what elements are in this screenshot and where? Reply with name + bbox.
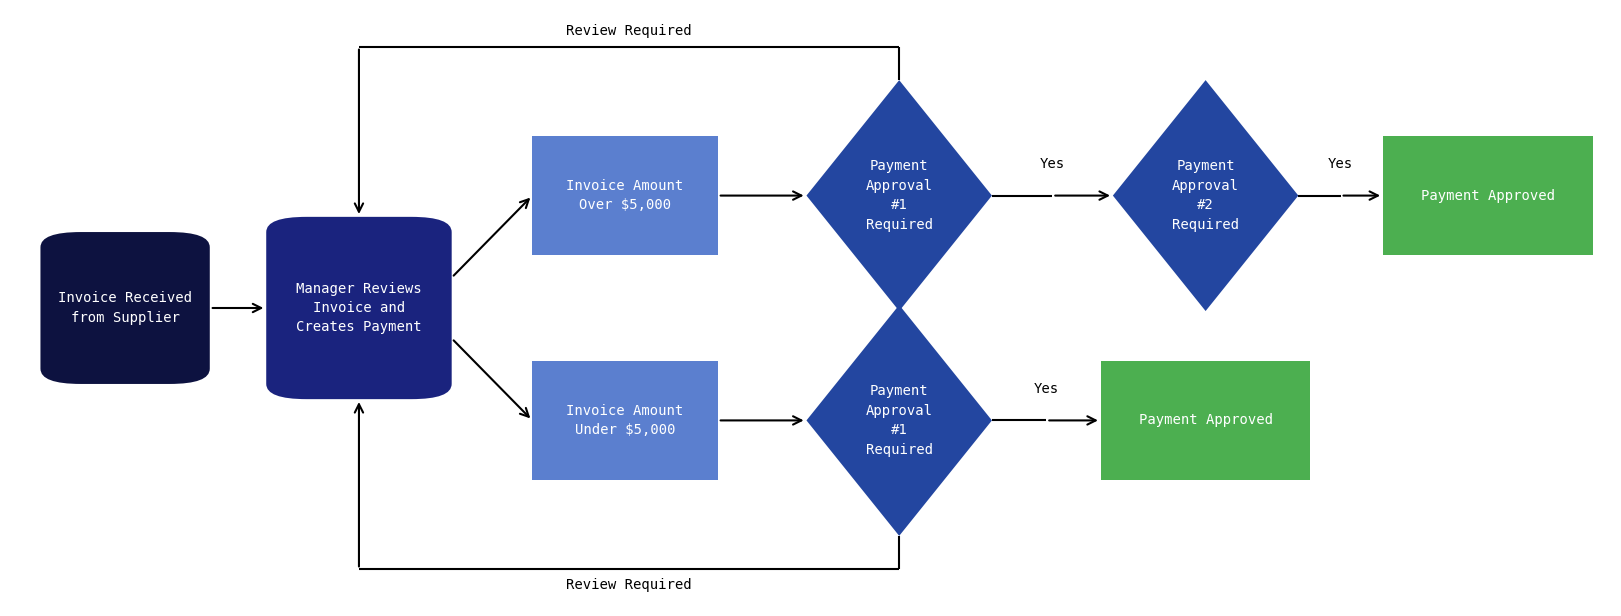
Text: Yes: Yes [1328, 157, 1354, 171]
Text: Payment
Approval
#1
Required: Payment Approval #1 Required [866, 384, 932, 456]
Text: Payment
Approval
#2
Required: Payment Approval #2 Required [1172, 160, 1238, 232]
Text: Invoice Amount
Under $5,000: Invoice Amount Under $5,000 [566, 403, 684, 437]
Polygon shape [807, 80, 992, 311]
Text: Yes: Yes [1034, 382, 1059, 396]
FancyBboxPatch shape [266, 217, 452, 399]
Text: Payment
Approval
#1
Required: Payment Approval #1 Required [866, 160, 932, 232]
Text: Review Required: Review Required [566, 23, 692, 38]
Text: Invoice Received
from Supplier: Invoice Received from Supplier [58, 291, 193, 325]
Bar [532, 136, 718, 255]
Text: Review Required: Review Required [566, 578, 692, 593]
Bar [1101, 361, 1310, 480]
Bar [532, 361, 718, 480]
Text: Payment Approved: Payment Approved [1138, 413, 1272, 428]
Polygon shape [807, 305, 992, 536]
Text: Yes: Yes [1039, 157, 1065, 171]
Text: Payment Approved: Payment Approved [1422, 188, 1555, 203]
Text: Invoice Amount
Over $5,000: Invoice Amount Over $5,000 [566, 179, 684, 213]
FancyBboxPatch shape [41, 232, 209, 384]
Polygon shape [1114, 80, 1298, 311]
Bar [1383, 136, 1593, 255]
Text: Manager Reviews
Invoice and
Creates Payment: Manager Reviews Invoice and Creates Paym… [297, 282, 421, 334]
